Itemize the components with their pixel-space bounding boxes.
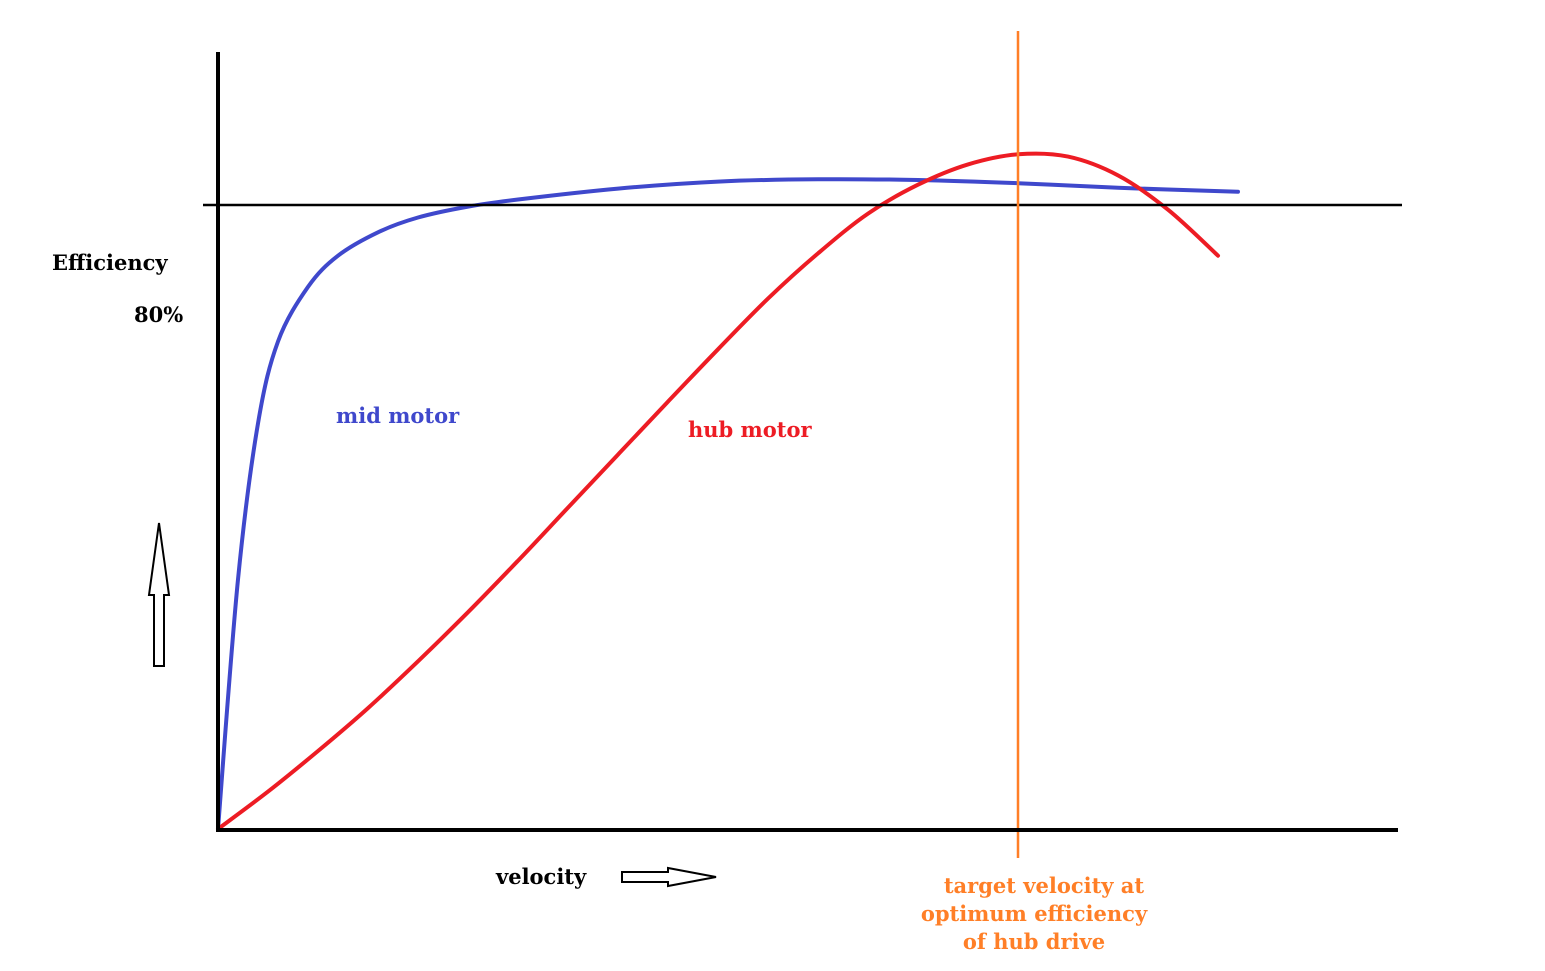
x-axis-label: velocity (495, 864, 587, 889)
series-label-mid-motor: mid motor (336, 403, 460, 428)
reference-label-80: 80% (134, 302, 183, 327)
series-layer (216, 151, 1240, 831)
y-axis-label: Efficiency (52, 250, 168, 275)
target-annotation-line-3: of hub drive (963, 929, 1105, 954)
series-label-hub-motor: hub motor (688, 417, 812, 442)
series-line-hub-motor (216, 151, 1220, 831)
series-line-mid-motor (216, 177, 1240, 831)
target-annotation-line-2: optimum efficiency (921, 901, 1148, 926)
x-direction-arrow-icon (621, 866, 717, 888)
y-direction-arrow-icon (147, 522, 171, 667)
target-annotation-line-1: target velocity at (944, 873, 1145, 898)
